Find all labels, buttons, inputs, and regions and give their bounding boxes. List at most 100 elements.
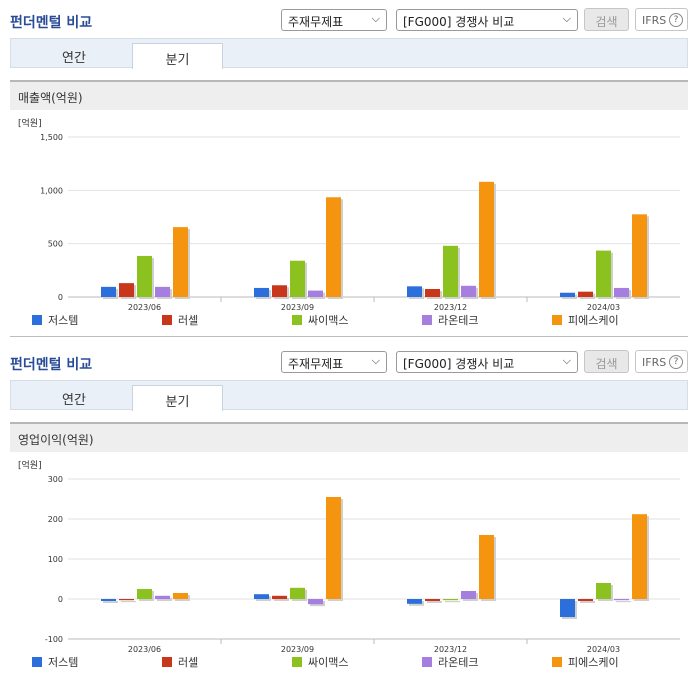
bar-2-2023/12[interactable] xyxy=(425,599,440,601)
period-tabs: 연간 분기 xyxy=(10,380,688,411)
legend-label[interactable]: 피에스케이 xyxy=(568,656,619,669)
bar-5-2024/03[interactable] xyxy=(632,214,647,297)
question-circle-icon[interactable]: ? xyxy=(669,355,683,369)
bar-1-2023/12[interactable] xyxy=(407,286,422,297)
bar-2-2024/03[interactable] xyxy=(578,291,593,297)
bar-3-2023/06[interactable] xyxy=(137,589,152,599)
legend-swatch xyxy=(422,315,432,325)
search-button[interactable]: 검색 xyxy=(584,8,629,31)
x-tick-label: 2024/03 xyxy=(587,303,620,312)
bar-4-2023/12[interactable] xyxy=(461,285,476,297)
legend-swatch xyxy=(32,657,42,667)
bar-2-2023/09[interactable] xyxy=(272,595,287,599)
x-tick-label: 2023/09 xyxy=(281,645,314,654)
bar-1-2024/03[interactable] xyxy=(560,599,575,617)
legend-label[interactable]: 저스템 xyxy=(48,314,78,327)
bar-3-2024/03[interactable] xyxy=(596,583,611,599)
legend-label[interactable]: 러셀 xyxy=(178,656,198,669)
y-axis-unit-label: [억원] xyxy=(18,459,42,471)
ifrs-button[interactable]: IFRS ? xyxy=(635,350,688,373)
divider xyxy=(10,336,688,337)
bar-3-2024/03[interactable] xyxy=(596,250,611,297)
y-tick-label: 100 xyxy=(48,555,63,564)
bar-4-2024/03[interactable] xyxy=(614,287,629,297)
panel-title: 펀더멘털 비교 xyxy=(10,357,93,373)
bar-shadow xyxy=(580,601,595,603)
bar-4-2023/09[interactable] xyxy=(308,290,323,297)
legend-label[interactable]: 라온테크 xyxy=(438,314,478,327)
statement-type-value: 주재무제표 xyxy=(288,15,344,29)
bar-5-2023/06[interactable] xyxy=(173,593,188,599)
legend-swatch xyxy=(292,315,302,325)
tab-quarterly[interactable]: 분기 xyxy=(132,385,223,411)
search-button[interactable]: 검색 xyxy=(584,350,629,373)
bar-3-2023/09[interactable] xyxy=(290,587,305,599)
question-circle-icon[interactable]: ? xyxy=(669,13,683,27)
bar-2-2023/12[interactable] xyxy=(425,289,440,297)
section-title: 매출액(억원) xyxy=(10,80,688,110)
period-tabs: 연간 분기 xyxy=(10,38,688,69)
bar-2-2023/09[interactable] xyxy=(272,285,287,297)
chevron-down-icon: ⌵ xyxy=(371,12,380,25)
bar-3-2023/06[interactable] xyxy=(137,255,152,297)
legend-label[interactable]: 러셀 xyxy=(178,314,198,327)
bar-5-2023/09[interactable] xyxy=(326,497,341,599)
comparison-group-value: [FG000] 경쟁사 비교 xyxy=(403,357,515,371)
bar-5-2023/12[interactable] xyxy=(479,535,494,599)
x-tick-label: 2023/12 xyxy=(434,303,467,312)
y-tick-label: 0 xyxy=(58,595,63,604)
legend-label[interactable]: 싸이맥스 xyxy=(308,314,348,327)
ifrs-button[interactable]: IFRS ? xyxy=(635,8,688,31)
statement-type-select[interactable]: 주재무제표 ⌵ xyxy=(281,9,387,31)
bar-3-2023/12[interactable] xyxy=(443,245,458,297)
bar-1-2024/03[interactable] xyxy=(560,292,575,297)
panel-title: 펀더멘털 비교 xyxy=(10,15,93,31)
bar-1-2023/12[interactable] xyxy=(407,599,422,604)
operating-income-bar-chart: [억원] -100 0 100 200 300 2023/06 2023/09 2023/12 2… xyxy=(18,459,680,669)
tab-quarterly[interactable]: 분기 xyxy=(132,43,223,69)
y-tick-label: -100 xyxy=(45,635,63,644)
y-tick-label: 0 xyxy=(58,293,63,302)
bar-1-2023/06[interactable] xyxy=(101,599,116,601)
bar-5-2023/06[interactable] xyxy=(173,227,188,297)
comparison-group-select[interactable]: [FG000] 경쟁사 비교 ⌵ xyxy=(396,9,578,31)
bar-4-2023/06[interactable] xyxy=(155,286,170,297)
legend-label[interactable]: 저스템 xyxy=(48,656,78,669)
bar-1-2023/09[interactable] xyxy=(254,594,269,599)
bar-1-2023/09[interactable] xyxy=(254,287,269,297)
tab-annual[interactable]: 연간 xyxy=(62,393,86,408)
bar-5-2023/09[interactable] xyxy=(326,197,341,297)
section-title: 영업이익(억원) xyxy=(10,422,688,452)
legend-swatch xyxy=(422,657,432,667)
legend-swatch xyxy=(162,657,172,667)
statement-type-select[interactable]: 주재무제표 ⌵ xyxy=(281,351,387,373)
legend-swatch xyxy=(292,657,302,667)
legend-label[interactable]: 라온테크 xyxy=(438,656,478,669)
legend-swatch xyxy=(162,315,172,325)
bar-5-2024/03[interactable] xyxy=(632,514,647,599)
bar-5-2023/12[interactable] xyxy=(479,181,494,297)
bar-3-2023/09[interactable] xyxy=(290,260,305,297)
bar-4-2023/12[interactable] xyxy=(461,591,476,599)
bar-1-2023/06[interactable] xyxy=(101,286,116,297)
legend-label[interactable]: 피에스케이 xyxy=(568,314,619,327)
bar-2-2023/06[interactable] xyxy=(119,283,134,297)
legend-label[interactable]: 싸이맥스 xyxy=(308,656,348,669)
panel-header: 펀더멘털 비교 주재무제표 ⌵ [FG000] 경쟁사 비교 ⌵ 검색 IFRS… xyxy=(0,342,696,380)
bar-4-2024/03[interactable] xyxy=(614,599,629,601)
bar-3-2023/12[interactable] xyxy=(443,599,458,601)
bar-2-2024/03[interactable] xyxy=(578,599,593,601)
bar-4-2023/06[interactable] xyxy=(155,595,170,599)
comparison-group-select[interactable]: [FG000] 경쟁사 비교 ⌵ xyxy=(396,351,578,373)
legend-swatch xyxy=(552,315,562,325)
y-tick-label: 300 xyxy=(48,475,63,484)
x-tick-label: 2023/09 xyxy=(281,303,314,312)
panel-header: 펀더멘털 비교 주재무제표 ⌵ [FG000] 경쟁사 비교 ⌵ 검색 IFRS… xyxy=(0,0,696,38)
bar-4-2023/09[interactable] xyxy=(308,599,323,605)
bar-shadow xyxy=(157,597,172,601)
bar-2-2023/06[interactable] xyxy=(119,599,134,601)
tab-annual[interactable]: 연간 xyxy=(62,51,86,66)
ifrs-label: IFRS xyxy=(642,356,667,369)
y-tick-label: 200 xyxy=(48,515,63,524)
bar-shadow xyxy=(274,597,289,601)
